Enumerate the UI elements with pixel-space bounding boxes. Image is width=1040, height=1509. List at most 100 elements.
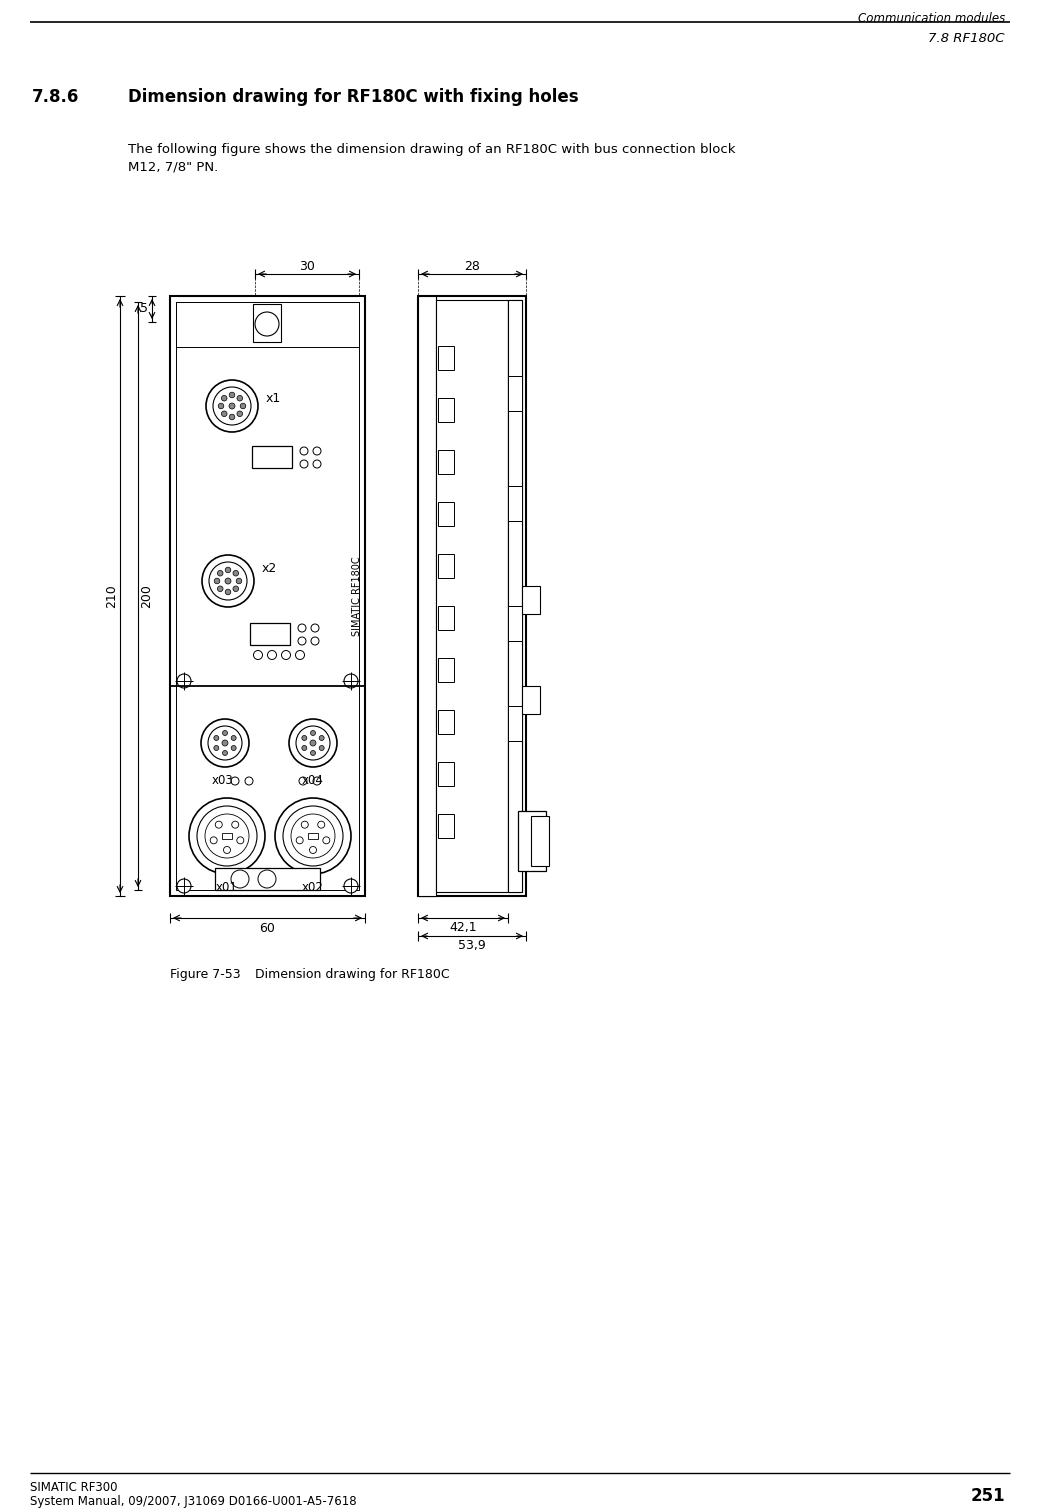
Bar [508, 486, 522, 521]
Circle shape [231, 871, 249, 887]
Circle shape [231, 777, 239, 785]
Bar [438, 813, 454, 837]
Bar [438, 607, 454, 629]
Circle shape [311, 730, 315, 735]
Text: x02: x02 [302, 881, 323, 893]
Bar [438, 450, 454, 474]
Bar [170, 296, 365, 896]
Bar [436, 300, 508, 892]
Text: 5: 5 [140, 302, 148, 315]
Bar [438, 762, 454, 786]
Bar [518, 810, 546, 871]
Bar [253, 303, 281, 343]
Circle shape [289, 718, 337, 767]
Circle shape [201, 718, 249, 767]
Bar [508, 376, 522, 410]
Bar [250, 623, 290, 644]
Circle shape [206, 380, 258, 432]
Circle shape [177, 675, 191, 688]
Text: Dimension drawing for RF180C: Dimension drawing for RF180C [255, 967, 449, 981]
Bar [508, 300, 522, 892]
Circle shape [302, 735, 307, 741]
Circle shape [208, 726, 242, 761]
Circle shape [214, 735, 218, 741]
Circle shape [319, 735, 324, 741]
Circle shape [229, 403, 235, 409]
Circle shape [295, 650, 305, 659]
Bar [438, 554, 454, 578]
Circle shape [313, 460, 321, 468]
Circle shape [283, 806, 343, 866]
Bar [522, 687, 540, 714]
Circle shape [311, 637, 319, 644]
Circle shape [313, 447, 321, 456]
Circle shape [255, 312, 279, 337]
Text: Figure 7-53: Figure 7-53 [170, 967, 240, 981]
Circle shape [319, 745, 324, 750]
Bar [176, 302, 359, 347]
Text: 200: 200 [140, 584, 154, 608]
Circle shape [226, 589, 231, 595]
Bar [418, 296, 526, 896]
Circle shape [296, 837, 304, 844]
Circle shape [213, 386, 251, 426]
Text: System Manual, 09/2007, J31069 D0166-U001-A5-7618: System Manual, 09/2007, J31069 D0166-U00… [30, 1495, 357, 1507]
Text: 30: 30 [300, 260, 315, 273]
Bar [438, 711, 454, 733]
Bar [418, 296, 436, 896]
Circle shape [222, 410, 227, 416]
Circle shape [237, 837, 243, 844]
Text: 7.8 RF180C: 7.8 RF180C [929, 32, 1005, 45]
Circle shape [222, 739, 228, 745]
Circle shape [267, 650, 277, 659]
Circle shape [311, 750, 315, 756]
Bar [252, 447, 292, 468]
Circle shape [214, 745, 218, 750]
Bar [438, 658, 454, 682]
Circle shape [296, 726, 330, 761]
Circle shape [291, 813, 335, 859]
Circle shape [217, 585, 223, 592]
Circle shape [298, 625, 306, 632]
Circle shape [236, 578, 241, 584]
Bar [508, 706, 522, 741]
Circle shape [223, 730, 228, 735]
Circle shape [311, 625, 319, 632]
Circle shape [302, 745, 307, 750]
Circle shape [217, 570, 223, 576]
Text: 210: 210 [105, 584, 119, 608]
Circle shape [197, 806, 257, 866]
Circle shape [254, 650, 262, 659]
Bar [508, 607, 522, 641]
Circle shape [177, 880, 191, 893]
Text: 42,1: 42,1 [449, 922, 476, 934]
Bar [508, 486, 522, 521]
Text: 28: 28 [464, 260, 479, 273]
Circle shape [225, 578, 231, 584]
Circle shape [210, 837, 217, 844]
Circle shape [233, 570, 238, 576]
Circle shape [310, 847, 316, 854]
Circle shape [222, 395, 227, 401]
Text: Communication modules: Communication modules [858, 12, 1005, 26]
Circle shape [344, 880, 358, 893]
Circle shape [300, 777, 307, 785]
Text: Dimension drawing for RF180C with fixing holes: Dimension drawing for RF180C with fixing… [128, 88, 578, 106]
Bar [438, 346, 454, 370]
Bar [176, 302, 359, 890]
Circle shape [310, 739, 316, 745]
Circle shape [229, 413, 235, 420]
Bar [531, 816, 549, 866]
Circle shape [224, 847, 231, 854]
Circle shape [233, 585, 238, 592]
Circle shape [245, 777, 253, 785]
Bar [438, 502, 454, 527]
Circle shape [189, 798, 265, 874]
Circle shape [302, 821, 308, 828]
Circle shape [313, 777, 321, 785]
Text: x03: x03 [212, 774, 234, 788]
Circle shape [231, 745, 236, 750]
Circle shape [237, 410, 242, 416]
Circle shape [318, 821, 324, 828]
Text: 53,9: 53,9 [459, 940, 486, 952]
